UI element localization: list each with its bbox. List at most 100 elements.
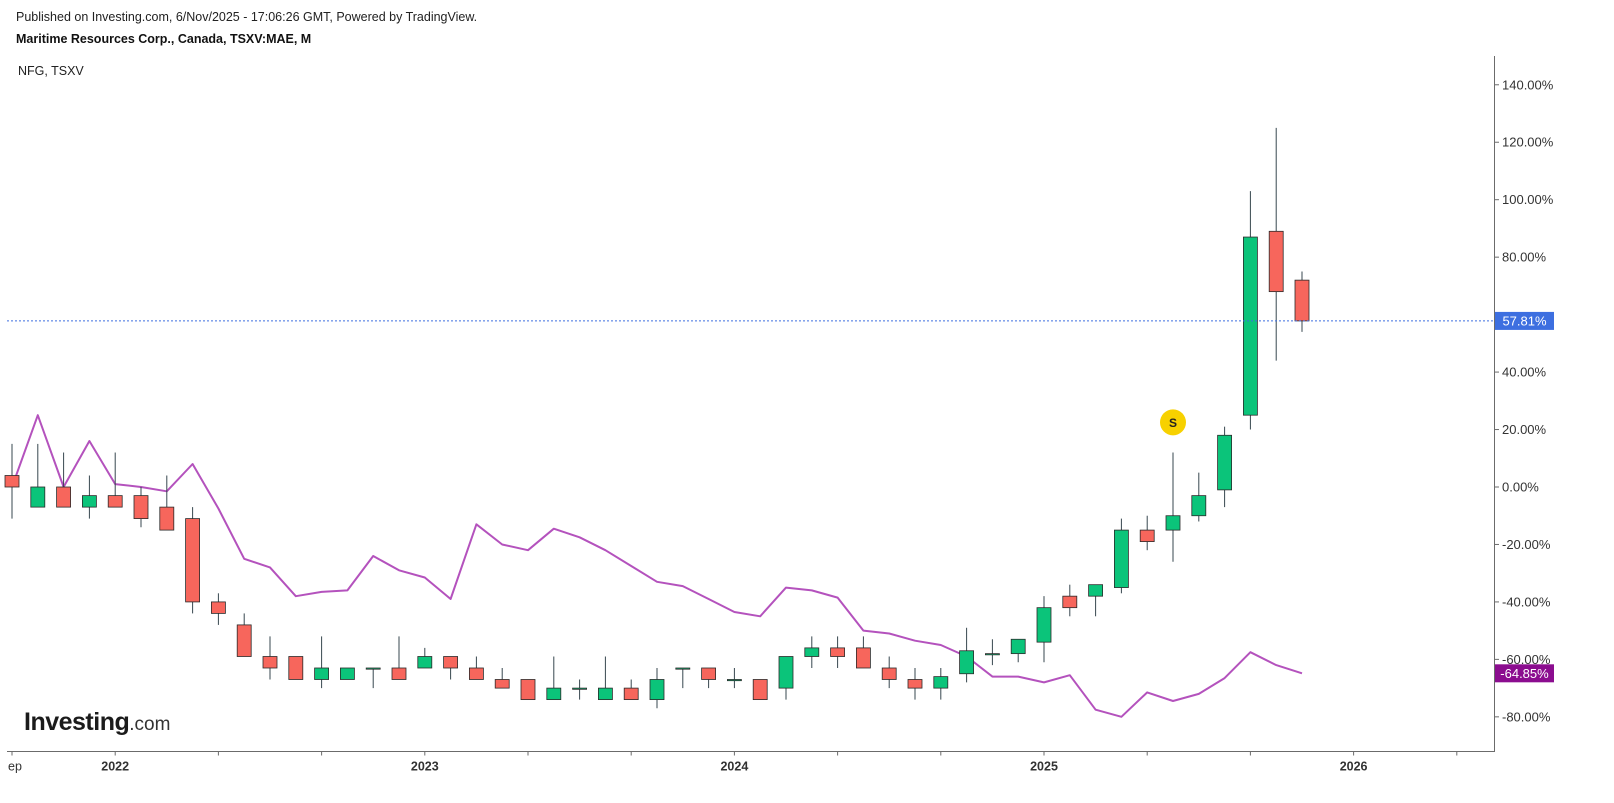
x-tick-label: 2026 [1340, 760, 1368, 774]
candle-body [185, 518, 201, 603]
candle-body [675, 667, 691, 670]
candle-up [1243, 191, 1258, 430]
compare-value-badge-bg [1495, 664, 1554, 683]
candle-body [159, 506, 175, 531]
candle-body [1191, 495, 1207, 517]
candle-down [623, 679, 639, 701]
candle-down [56, 452, 71, 508]
last-price-badge-label: 57.81% [1502, 313, 1547, 328]
last-price-badge-bg [1495, 311, 1554, 330]
candle-body [856, 647, 871, 669]
candle-up [417, 647, 433, 669]
candle-body [391, 667, 407, 680]
candle-down [830, 636, 845, 668]
candle-body [1036, 607, 1052, 643]
compare-value-badge: -64.85% [1495, 664, 1554, 683]
candle-down [468, 656, 484, 680]
comparison-series-line [11, 414, 1303, 718]
candle-body [598, 687, 613, 701]
candle-body [804, 647, 820, 657]
candle-up [959, 627, 974, 683]
candle-body [1217, 434, 1232, 491]
chart-title: Maritime Resources Corp., Canada, TSXV:M… [16, 32, 312, 46]
candle-down [701, 667, 716, 689]
candle-body [1114, 529, 1129, 588]
y-tick-label: 20.00% [1502, 422, 1547, 437]
y-tick-label: -60.00% [1502, 652, 1551, 667]
candle-body [727, 679, 742, 682]
candle-up [1088, 584, 1103, 617]
candle-up [30, 443, 46, 508]
candle-body [830, 647, 845, 657]
candle-body [494, 679, 510, 689]
candle-down [288, 656, 304, 680]
candle-body [752, 679, 768, 701]
candle-down [107, 452, 123, 508]
x-axis-ticks: ep 2022 2023 2024 2025 2026 [8, 751, 1458, 774]
candle-body [1243, 236, 1258, 416]
candle-body [623, 687, 639, 701]
candle-up [933, 667, 949, 700]
candle-down [210, 593, 226, 625]
candle-body [933, 676, 949, 689]
y-tick-label: -40.00% [1502, 594, 1551, 609]
event-marker-icon [1160, 409, 1186, 436]
comparison-legend[interactable]: NFG, TSXV [18, 64, 84, 78]
logo-suffix: .com [129, 714, 171, 735]
candle-down [856, 636, 871, 669]
candle-up [314, 636, 330, 689]
candle-up [572, 679, 587, 700]
candle-up [1114, 518, 1129, 594]
candle-down [391, 636, 407, 680]
candle-body [572, 687, 587, 690]
candle-down [236, 613, 252, 657]
x-tick-label: 2024 [720, 760, 748, 774]
candle-body [365, 667, 381, 670]
comparison-line-layer [11, 414, 1303, 718]
y-tick-label: 0.00% [1502, 480, 1539, 495]
candle-up [365, 667, 381, 689]
candle-down [185, 507, 201, 614]
candle-body [1010, 638, 1026, 655]
y-tick-label: 80.00% [1502, 250, 1547, 265]
candle-down [1139, 515, 1155, 551]
candle-body [1062, 595, 1078, 609]
candle-up [804, 636, 820, 668]
logo-brand: Investing [24, 708, 130, 736]
candle-up [985, 639, 1000, 666]
x-tick-label: 2023 [411, 760, 439, 774]
event-marker-label: S [1169, 416, 1177, 430]
candle-down [907, 667, 923, 700]
candle-body [468, 667, 484, 680]
candle-body [107, 495, 123, 508]
candle-down [262, 636, 278, 680]
candle-body [236, 624, 252, 657]
candle-body [443, 656, 459, 669]
candle-body [210, 601, 226, 614]
annotation-layer: S [1160, 409, 1186, 436]
y-tick-label: 40.00% [1502, 365, 1547, 380]
candle-body [1268, 230, 1284, 293]
candle-down [494, 667, 510, 689]
y-tick-label: 120.00% [1502, 135, 1554, 150]
candle-down [1294, 271, 1310, 332]
candle-down [443, 656, 459, 680]
candle-body [288, 656, 304, 680]
candle-body [1139, 529, 1155, 542]
compare-value-badge-label: -64.85% [1500, 666, 1549, 681]
last-price-badge: 57.81% [1495, 311, 1554, 330]
x-tick-label: 2025 [1030, 760, 1058, 774]
candle-up [546, 656, 562, 701]
y-tick-label: -20.00% [1502, 537, 1551, 552]
candle-body [985, 653, 1000, 656]
candle-up [82, 475, 97, 519]
candle-down [1268, 127, 1284, 361]
candle-up [778, 656, 794, 700]
candle-body [649, 679, 665, 701]
candle-up [1191, 472, 1207, 522]
candle-up [727, 667, 742, 689]
candle-body [520, 679, 536, 701]
candle-body [959, 650, 974, 675]
candle-body [907, 679, 923, 689]
